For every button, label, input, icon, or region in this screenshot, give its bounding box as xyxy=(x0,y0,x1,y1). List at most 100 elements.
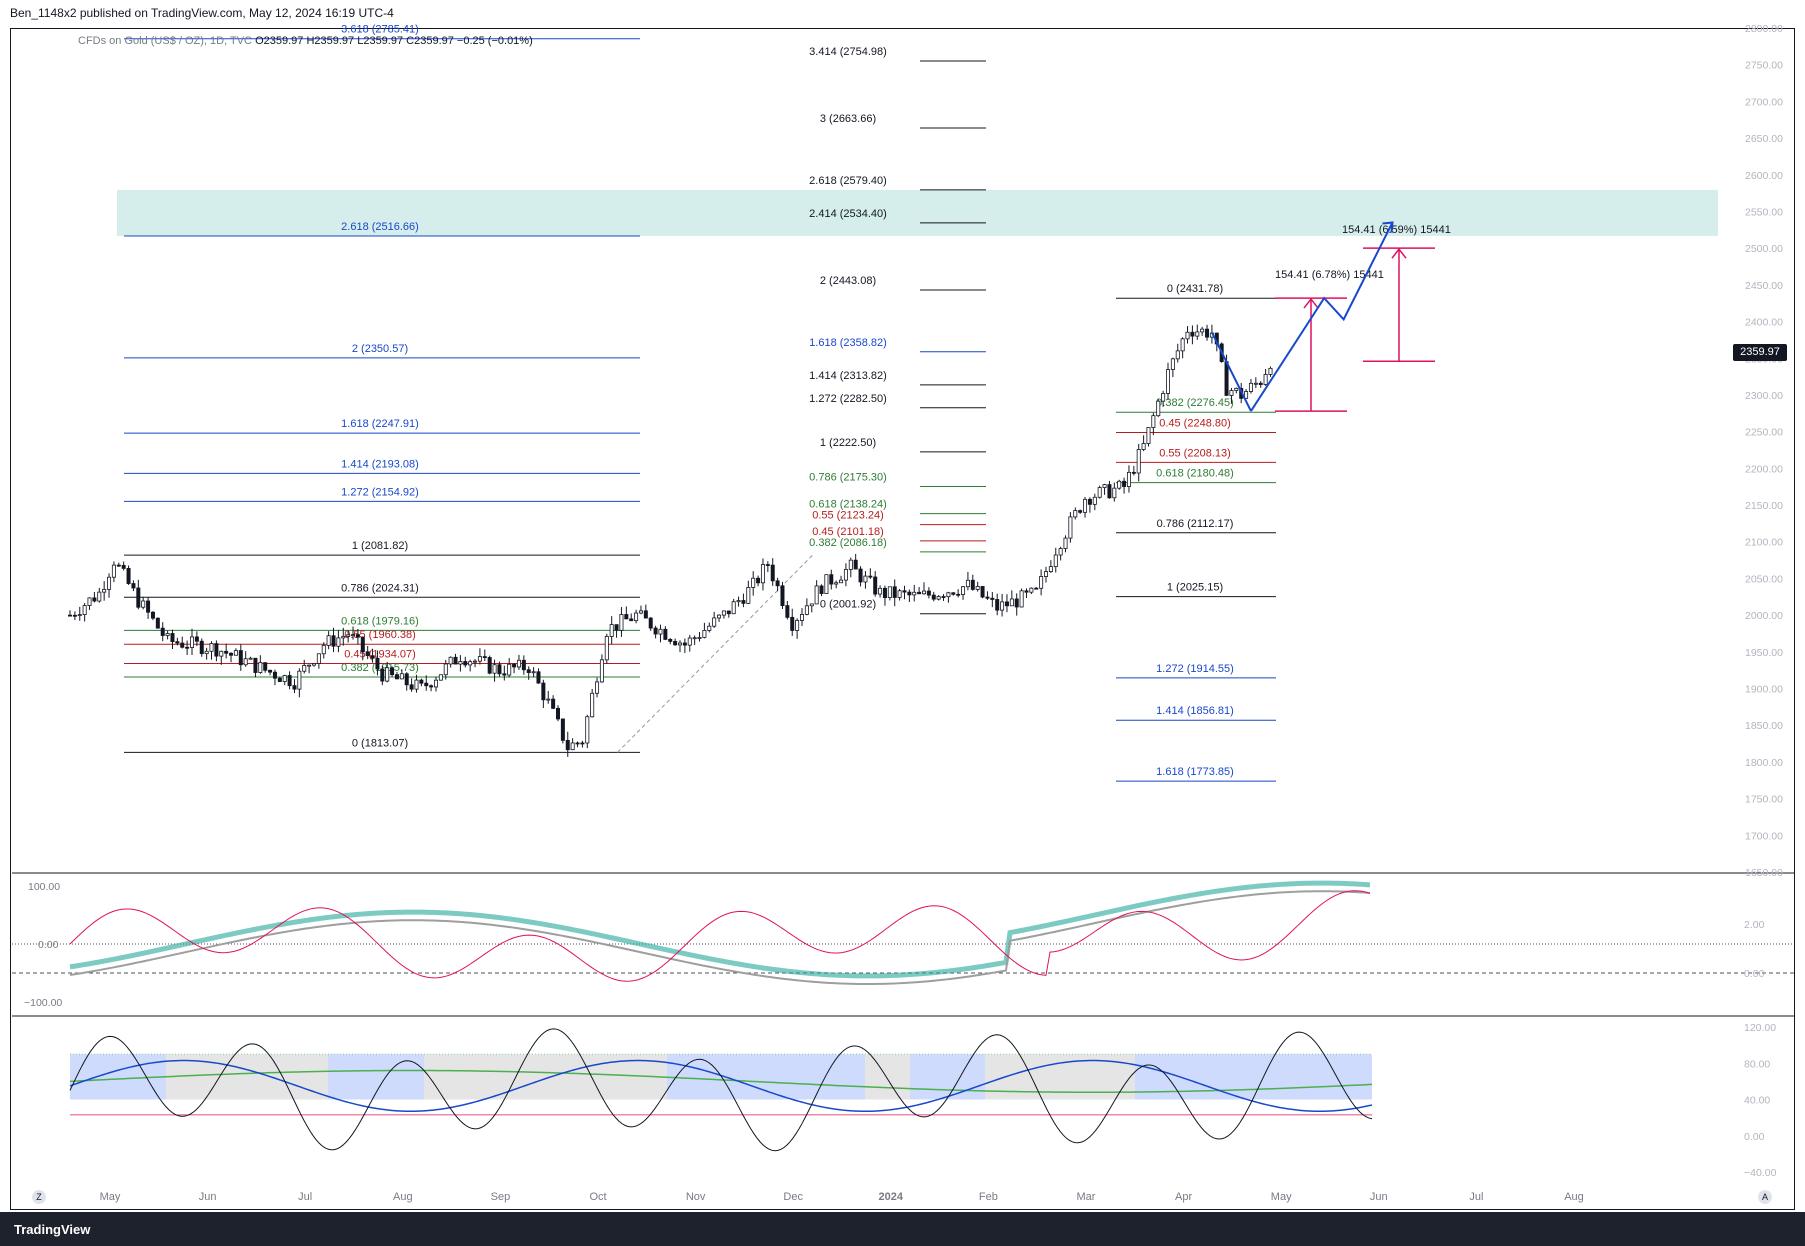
candle-body xyxy=(516,659,521,668)
candle-body xyxy=(868,575,873,578)
candle-body xyxy=(638,610,643,614)
candle-body xyxy=(287,675,292,687)
y-tick-label: 2500.00 xyxy=(1745,243,1783,255)
candle-body xyxy=(1268,367,1273,375)
y-tick-label: 2550.00 xyxy=(1745,206,1783,218)
candle-body xyxy=(843,569,848,581)
candle-body xyxy=(1009,598,1014,607)
osc2-tick-right: 40.00 xyxy=(1744,1095,1770,1107)
candle-body xyxy=(87,597,92,606)
candle-body xyxy=(795,620,800,631)
z-button[interactable]: Z xyxy=(32,1190,46,1204)
x-axis-label: Dec xyxy=(783,1191,803,1203)
candle-body xyxy=(1058,548,1063,556)
candle-body xyxy=(1078,510,1083,513)
candle-body xyxy=(331,635,336,647)
measure-label-2: 154.41 (6.59%) 15441 xyxy=(1342,224,1451,236)
fib-level-label: 1.272 (2282.50) xyxy=(809,393,887,405)
candle-body xyxy=(619,614,624,631)
candle-body xyxy=(102,588,107,593)
y-tick-label: 2000.00 xyxy=(1745,610,1783,622)
a-button[interactable]: A xyxy=(1758,1190,1772,1204)
candle-body xyxy=(1131,471,1136,474)
candle-body xyxy=(536,671,541,684)
candle-body xyxy=(214,643,219,657)
y-tick-label: 2600.00 xyxy=(1745,170,1783,182)
candle-body xyxy=(995,599,1000,611)
candle-body xyxy=(741,600,746,604)
candle-body xyxy=(1063,537,1068,549)
candle-body xyxy=(809,603,814,607)
candle-body xyxy=(453,656,458,665)
measure-2-arrow xyxy=(1391,247,1407,259)
candle-body xyxy=(116,564,121,567)
candle-body xyxy=(892,586,897,598)
candle-body xyxy=(385,667,390,682)
fib-level-label: 0.45 (2101.18) xyxy=(812,526,884,538)
candle-body xyxy=(272,671,277,679)
candle-body xyxy=(1205,328,1210,338)
candle-body xyxy=(238,650,243,666)
candle-body xyxy=(175,641,180,644)
candle-body xyxy=(941,596,946,598)
candle-body xyxy=(492,664,497,674)
trend-connector xyxy=(617,554,814,753)
osc2-tick-right: 80.00 xyxy=(1744,1058,1770,1070)
candle-body xyxy=(297,670,302,690)
candle-body xyxy=(1126,471,1131,487)
candle-body xyxy=(370,655,375,659)
candle-body xyxy=(1161,393,1166,402)
osc1-fast-line xyxy=(69,890,1371,982)
y-tick-label: 2800.00 xyxy=(1745,23,1783,35)
candle-body xyxy=(692,637,697,640)
candle-body xyxy=(702,630,707,638)
candle-body xyxy=(780,585,785,606)
osc2-state-band xyxy=(865,1054,910,1100)
y-tick-label: 2100.00 xyxy=(1745,537,1783,549)
candle-body xyxy=(985,596,990,599)
y-tick-label: 2700.00 xyxy=(1745,96,1783,108)
candle-body xyxy=(887,586,892,599)
x-axis-label: Aug xyxy=(1564,1191,1584,1203)
candle-body xyxy=(1122,480,1127,487)
candle-body xyxy=(653,627,658,635)
osc1-tick-left: 100.00 xyxy=(28,881,60,893)
y-tick-label: 2050.00 xyxy=(1745,573,1783,585)
candle-body xyxy=(341,635,346,639)
candle-body xyxy=(873,576,878,595)
candle-body xyxy=(878,587,883,595)
price-chart[interactable]: 1650.00 1700.00 1750.00 1800.00 1850.00 1900.… xyxy=(0,0,1805,1212)
candle-body xyxy=(1200,328,1205,333)
candle-body xyxy=(326,635,331,646)
candle-body xyxy=(82,605,87,615)
tradingview-logo[interactable]: TradingView xyxy=(14,1222,91,1237)
fib-level-label: 0.618 (1979.16) xyxy=(341,615,419,627)
candle-body xyxy=(302,665,307,672)
osc2-state-band xyxy=(166,1054,328,1100)
symbol-legend: CFDs on Gold (US$ / OZ), 1D, TVC O2359.9… xyxy=(78,35,533,47)
candle-body xyxy=(599,659,604,683)
candle-body xyxy=(917,591,922,595)
fib-level-label: 0 (1813.07) xyxy=(352,737,408,749)
x-axis-label: Jun xyxy=(1370,1191,1388,1203)
fib-level-label: 0.45 (1934.07) xyxy=(344,649,416,661)
x-axis-label: Jul xyxy=(298,1191,312,1203)
measure-label-1: 154.41 (6.78%) 15441 xyxy=(1275,269,1384,281)
fib-level-label: 1.618 (1773.85) xyxy=(1156,766,1234,778)
candle-body xyxy=(248,657,253,660)
candle-body xyxy=(663,628,668,640)
candle-body xyxy=(390,667,395,676)
candle-body xyxy=(590,692,595,718)
candle-body xyxy=(253,657,258,673)
candle-body xyxy=(897,590,902,598)
candle-body xyxy=(926,590,931,596)
candle-body xyxy=(1258,382,1263,385)
candle-body xyxy=(531,671,536,674)
candle-body xyxy=(790,616,795,631)
candle-body xyxy=(965,579,970,588)
fib-level-label: 0.382 (1915.73) xyxy=(341,662,419,674)
candle-body xyxy=(658,628,663,635)
candle-body xyxy=(951,592,956,595)
candle-body xyxy=(263,662,268,671)
chart-frame xyxy=(10,28,1795,1210)
